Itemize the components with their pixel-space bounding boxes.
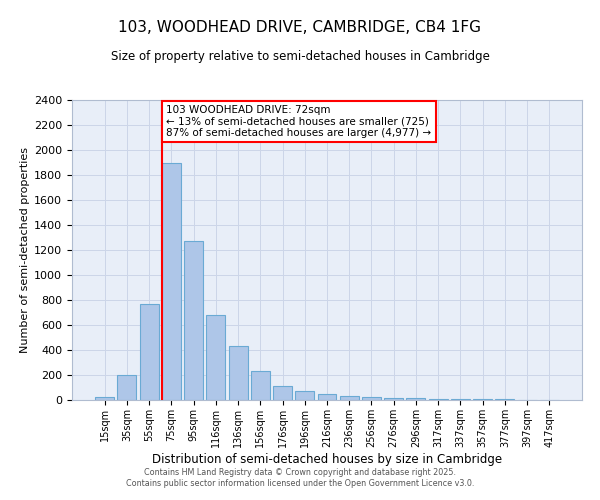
Bar bbox=[295, 391, 314, 400]
X-axis label: Distribution of semi-detached houses by size in Cambridge: Distribution of semi-detached houses by … bbox=[152, 452, 502, 466]
Bar bbox=[273, 386, 292, 400]
Bar bbox=[317, 394, 337, 400]
Bar bbox=[429, 399, 448, 400]
Bar bbox=[162, 162, 181, 400]
Bar bbox=[384, 398, 403, 400]
Bar bbox=[362, 397, 381, 400]
Bar bbox=[229, 346, 248, 400]
Text: Size of property relative to semi-detached houses in Cambridge: Size of property relative to semi-detach… bbox=[110, 50, 490, 63]
Y-axis label: Number of semi-detached properties: Number of semi-detached properties bbox=[20, 147, 30, 353]
Bar bbox=[140, 304, 158, 400]
Bar bbox=[406, 398, 425, 400]
Bar bbox=[184, 240, 203, 400]
Text: 103 WOODHEAD DRIVE: 72sqm
← 13% of semi-detached houses are smaller (725)
87% of: 103 WOODHEAD DRIVE: 72sqm ← 13% of semi-… bbox=[166, 105, 431, 138]
Bar bbox=[118, 375, 136, 400]
Bar bbox=[251, 371, 270, 400]
Text: Contains HM Land Registry data © Crown copyright and database right 2025.
Contai: Contains HM Land Registry data © Crown c… bbox=[126, 468, 474, 487]
Bar bbox=[206, 315, 225, 400]
Bar bbox=[95, 397, 114, 400]
Text: 103, WOODHEAD DRIVE, CAMBRIDGE, CB4 1FG: 103, WOODHEAD DRIVE, CAMBRIDGE, CB4 1FG bbox=[119, 20, 482, 35]
Bar bbox=[340, 396, 359, 400]
